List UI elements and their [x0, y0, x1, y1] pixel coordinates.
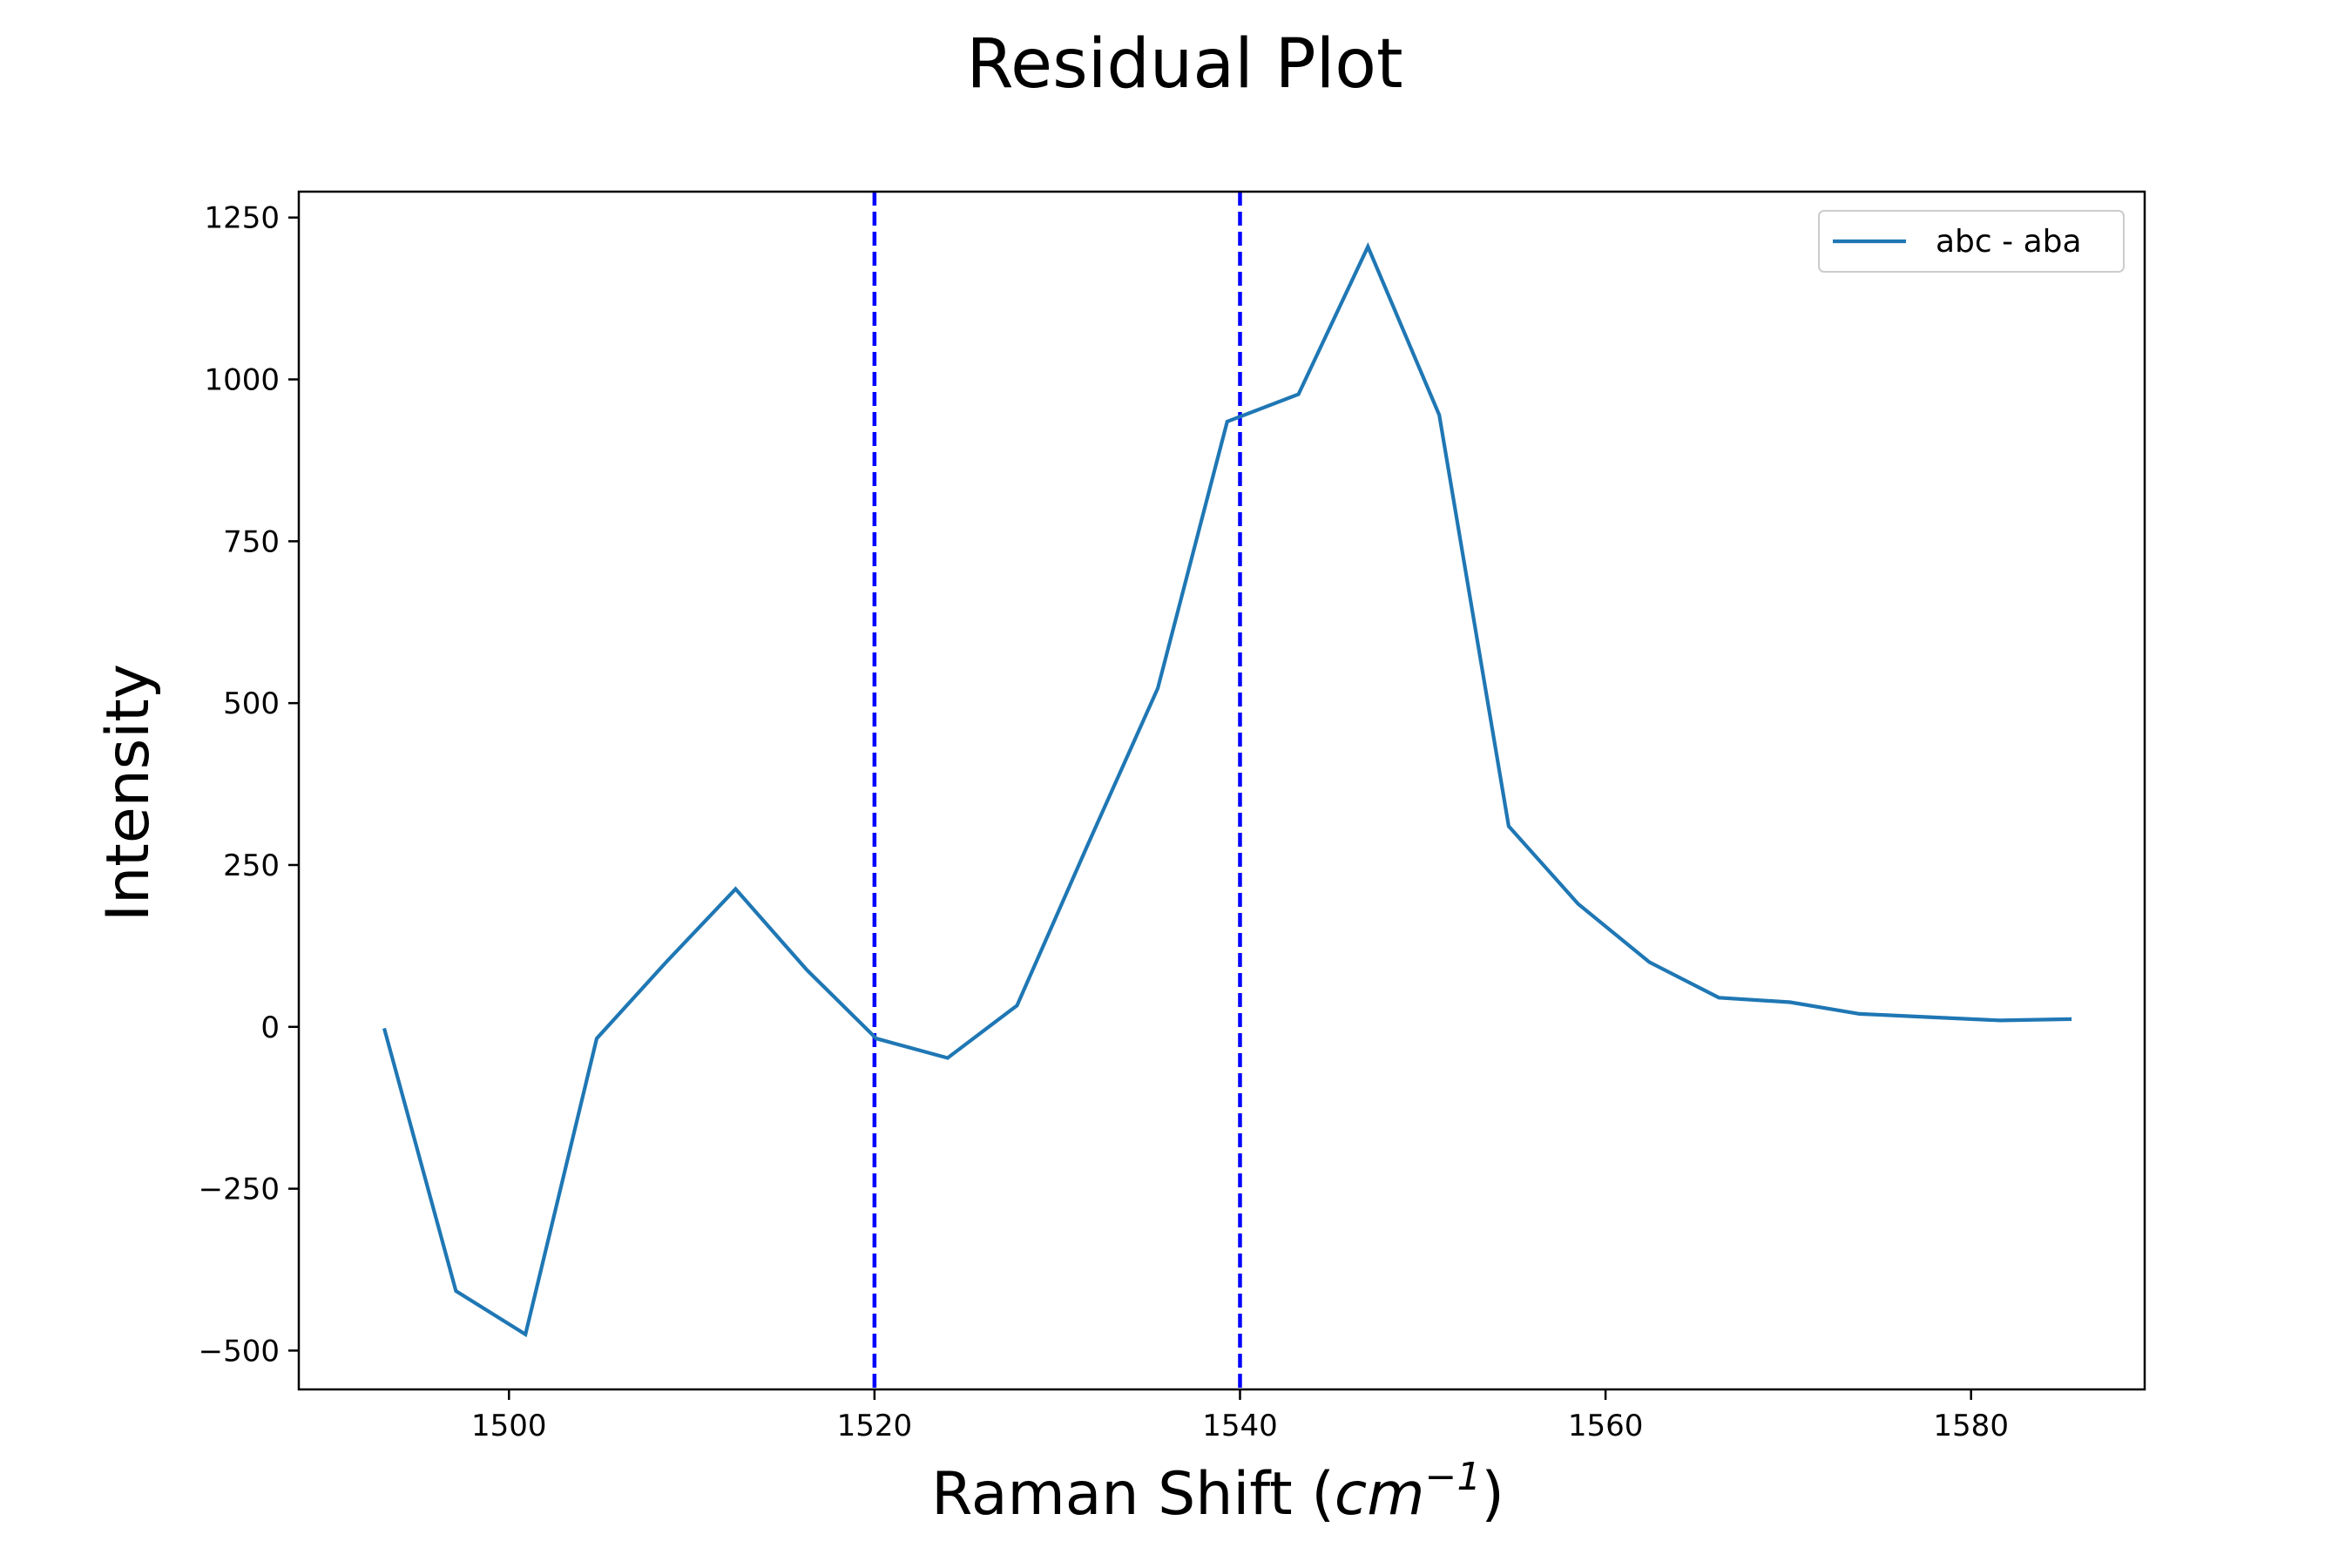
y-tick-label: 750 — [223, 524, 280, 559]
y-tick-label: 500 — [223, 686, 280, 721]
y-tick-label: 250 — [223, 848, 280, 883]
x-axis-title-unit: cm — [1335, 1460, 1425, 1529]
plot-frame — [297, 190, 2146, 1391]
y-tick-label: 1250 — [204, 201, 280, 236]
legend-label: abc - aba — [1936, 224, 2082, 260]
y-axis-title: Intensity — [94, 664, 163, 922]
x-axis-title-superscript: −1 — [1425, 1455, 1482, 1499]
x-tick-label: 1560 — [1568, 1409, 1644, 1443]
y-tick-label: −250 — [199, 1173, 280, 1207]
x-axis-title: Raman Shift (cm−1) — [931, 1455, 1504, 1529]
legend-box — [1818, 210, 2125, 273]
chart-title: Residual Plot — [966, 25, 1402, 104]
y-tick-label: 0 — [260, 1010, 280, 1045]
x-tick-label: 1520 — [837, 1409, 913, 1443]
series-line-1 — [382, 242, 2072, 1338]
x-tick-label: 1580 — [1933, 1409, 2009, 1443]
x-axis-title-prefix: Raman Shift ( — [931, 1460, 1335, 1529]
x-tick-label: 1500 — [471, 1409, 547, 1443]
y-tick-label: 1000 — [204, 363, 280, 398]
y-tick-label: −500 — [199, 1334, 280, 1369]
x-tick-label: 1540 — [1202, 1409, 1278, 1443]
plot-area: 1500 1520 1540 1560 1580 −500 −250 0 250 500 750 10… — [199, 190, 2146, 1443]
x-axis-title-suffix: ) — [1481, 1460, 1504, 1529]
